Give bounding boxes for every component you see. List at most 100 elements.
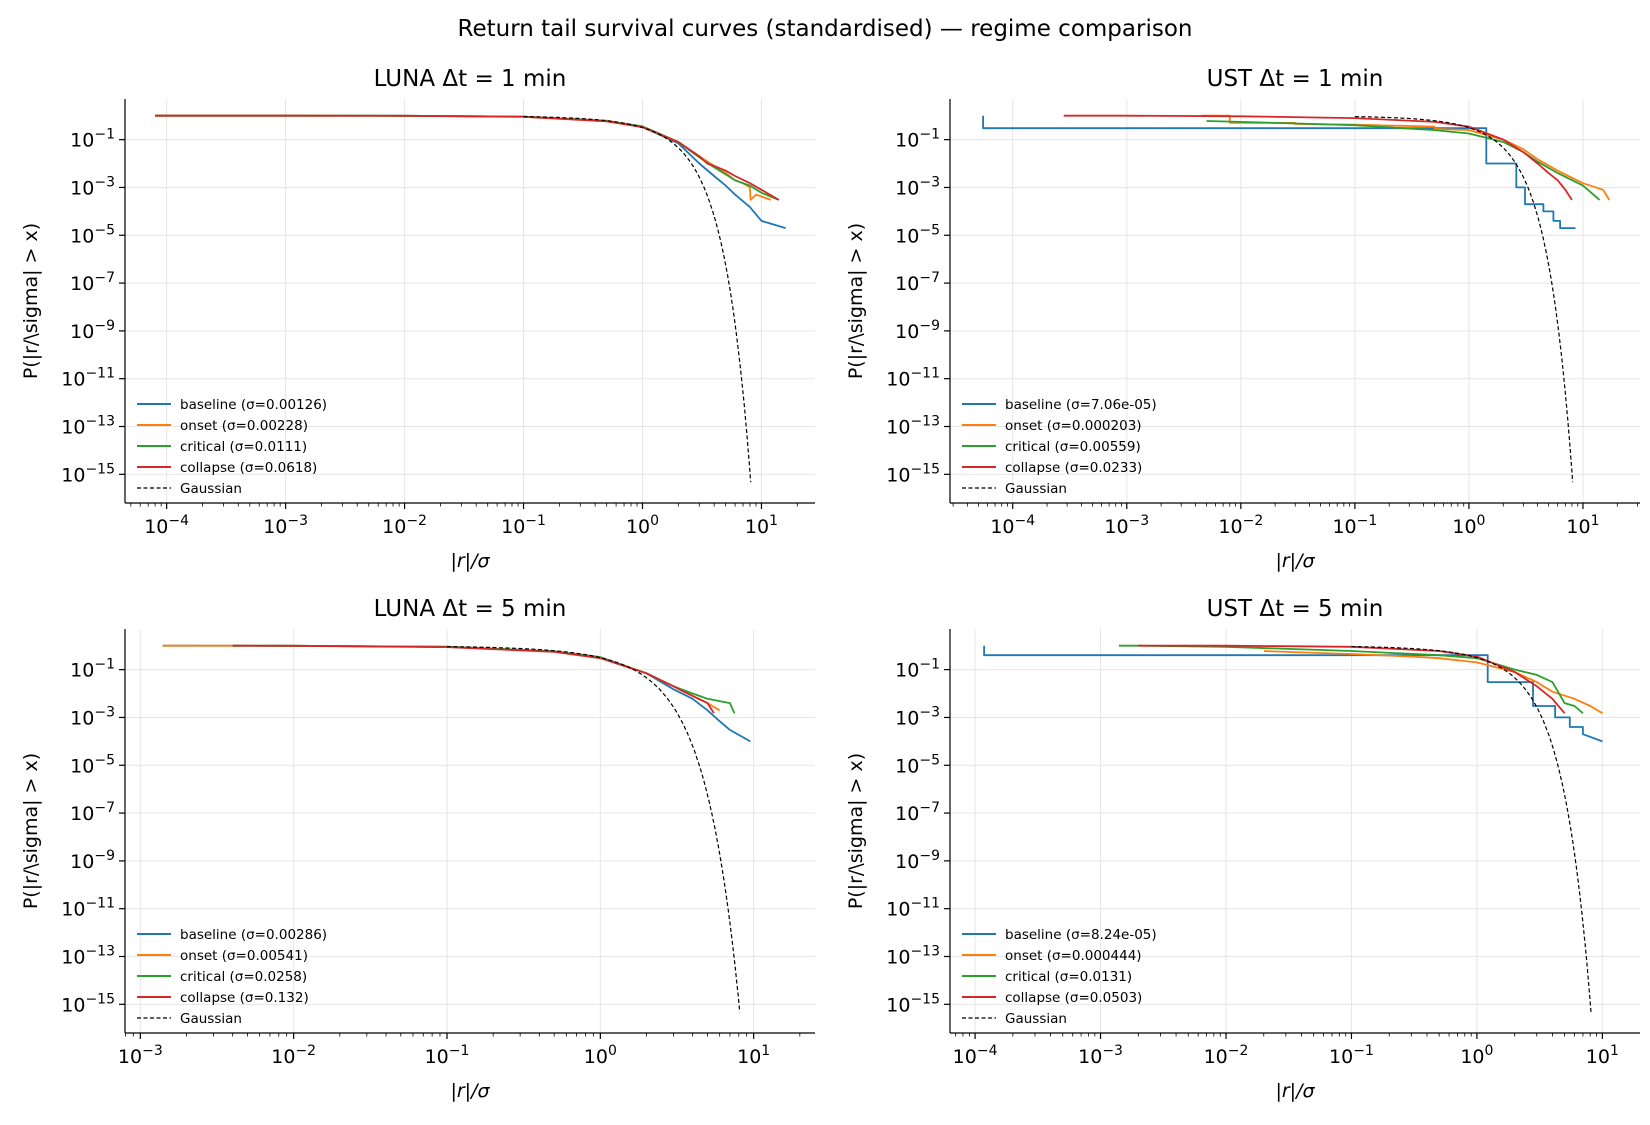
legend: baseline (σ=0.00286) onset (σ=0.00541) cri… (137, 927, 327, 1027)
chart-luna-1min: 10−4 10−3 10−2 10−1 100 101 10−1 10−3 10−5 10−7 10… (20, 66, 815, 572)
y-tick-label: 10−9 (70, 848, 115, 873)
y-tick-label: 10−15 (886, 991, 940, 1016)
y-tick-label: 10−1 (895, 127, 940, 152)
y-tick-label: 10−15 (61, 461, 115, 486)
series-line-collapse (232, 644, 715, 714)
x-tick-label: 10−2 (1218, 513, 1263, 538)
x-tick-label: 10−1 (501, 513, 546, 538)
grid (125, 99, 815, 503)
figure-title: Return tail survival curves (standardise… (457, 16, 1193, 42)
x-tick-label: 10−3 (118, 1043, 163, 1068)
series-line-onset (162, 644, 721, 712)
legend: baseline (σ=8.24e-05) onset (σ=0.000444) c… (962, 927, 1157, 1027)
legend-label-collapse: collapse (σ=0.132) (180, 990, 309, 1006)
legend-label-baseline: baseline (σ=0.00126) (180, 397, 327, 413)
y-tick-label: 10−13 (61, 414, 115, 439)
legend-label-baseline: baseline (σ=7.06e-05) (1005, 397, 1157, 413)
y-tick-label: 10−11 (61, 896, 115, 921)
y-tick-label: 10−3 (895, 174, 940, 199)
legend-label-collapse: collapse (σ=0.0233) (1005, 460, 1142, 476)
y-axis-label: P(|r/\sigma| > x) (20, 753, 42, 909)
series-line-collapse (1063, 114, 1573, 201)
series-lines (983, 644, 1603, 1013)
y-tick-label: 10−1 (895, 657, 940, 682)
x-tick-label: 10−1 (425, 1043, 470, 1068)
series-line-collapse (1138, 644, 1566, 714)
x-tick-label: 101 (1566, 513, 1599, 538)
panel-ust-1min: 10−4 10−3 10−2 10−1 100 101 10−1 10−3 10−5 10−7 10… (825, 55, 1650, 585)
series-line-baseline (155, 114, 786, 229)
y-tick-label: 10−13 (886, 414, 940, 439)
legend-label-onset: onset (σ=0.000203) (1005, 418, 1142, 434)
x-tick-label: 10−1 (1329, 1043, 1374, 1068)
y-tick-label: 10−5 (70, 222, 115, 247)
x-axis-label: |r|/σ (1275, 1080, 1315, 1102)
series-lines (982, 114, 1611, 483)
x-tick-label: 101 (737, 1043, 770, 1068)
legend-label-critical: critical (σ=0.0131) (1005, 969, 1132, 985)
chart-luna-5min: 10−3 10−2 10−1 100 101 10−1 10−3 10−5 10−7 10−9 10… (20, 596, 815, 1102)
y-tick-label: 10−5 (895, 752, 940, 777)
legend-label-collapse: collapse (σ=0.0618) (180, 460, 317, 476)
x-tick-label: 100 (1460, 1043, 1493, 1068)
legend-label-baseline: baseline (σ=0.00286) (180, 927, 327, 943)
x-tick-label: 10−4 (953, 1043, 998, 1068)
x-tick-label: 10−4 (990, 513, 1035, 538)
tick-labels: 10−4 10−3 10−2 10−1 100 101 10−1 10−3 10−5 10−7 10… (886, 657, 1619, 1068)
y-tick-label: 10−13 (886, 944, 940, 969)
x-tick-label: 100 (626, 513, 659, 538)
x-tick-label: 10−4 (144, 513, 189, 538)
grid (125, 629, 815, 1033)
legend-label-critical: critical (σ=0.0258) (180, 969, 307, 985)
y-tick-label: 10−11 (61, 366, 115, 391)
series-line-onset (1263, 650, 1603, 714)
x-tick-label: 100 (1452, 513, 1485, 538)
y-tick-label: 10−11 (886, 896, 940, 921)
legend-label-baseline: baseline (σ=8.24e-05) (1005, 927, 1157, 943)
legend-label-collapse: collapse (σ=0.0503) (1005, 990, 1142, 1006)
series-line-baseline (983, 645, 1603, 743)
gaussian-line (1351, 646, 1592, 1013)
panel-title: LUNA Δt = 1 min (374, 66, 567, 92)
y-tick-label: 10−3 (70, 174, 115, 199)
y-axis-label: P(|r/\sigma| > x) (845, 223, 867, 379)
panel-luna-5min: 10−3 10−2 10−1 100 101 10−1 10−3 10−5 10−7 10−9 10… (0, 585, 825, 1115)
legend-label-onset: onset (σ=0.000444) (1005, 948, 1142, 964)
series-line-collapse (155, 114, 780, 201)
y-tick-label: 10−9 (895, 318, 940, 343)
x-axis-label: |r|/σ (450, 1080, 490, 1102)
y-tick-label: 10−11 (886, 366, 940, 391)
y-tick-label: 10−1 (70, 657, 115, 682)
x-tick-label: 101 (745, 513, 778, 538)
panel-title: UST Δt = 1 min (1207, 66, 1384, 92)
tick-labels: 10−4 10−3 10−2 10−1 100 101 10−1 10−3 10−5 10−7 10… (61, 127, 798, 538)
y-tick-label: 10−7 (895, 270, 940, 295)
grid (950, 629, 1640, 1033)
y-tick-label: 10−1 (70, 127, 115, 152)
x-tick-label: 10−3 (1078, 1043, 1123, 1068)
legend-label-gaussian: Gaussian (1005, 1011, 1067, 1027)
gaussian-line (1354, 116, 1574, 483)
y-tick-label: 10−3 (895, 704, 940, 729)
legend: baseline (σ=7.06e-05) onset (σ=0.000203) c… (962, 397, 1157, 497)
legend-label-critical: critical (σ=0.0111) (180, 439, 307, 455)
y-tick-label: 10−5 (70, 752, 115, 777)
y-tick-label: 10−7 (895, 800, 940, 825)
gaussian-line (446, 646, 741, 1013)
legend-label-gaussian: Gaussian (180, 481, 242, 497)
x-tick-label: 10−1 (1332, 513, 1377, 538)
y-tick-label: 10−15 (61, 991, 115, 1016)
series-line-critical (1206, 120, 1601, 201)
x-tick-label: 10−3 (1104, 513, 1149, 538)
x-axis-label: |r|/σ (1275, 550, 1315, 572)
series-lines (155, 114, 786, 483)
y-tick-label: 10−7 (70, 800, 115, 825)
y-tick-label: 10−5 (895, 222, 940, 247)
x-tick-label: 10−2 (1204, 1043, 1249, 1068)
panel-title: LUNA Δt = 5 min (374, 596, 567, 622)
chart-ust-1min: 10−4 10−3 10−2 10−1 100 101 10−1 10−3 10−5 10−7 10… (845, 66, 1640, 572)
chart-ust-5min: 10−4 10−3 10−2 10−1 100 101 10−1 10−3 10−5 10−7 10… (845, 596, 1640, 1102)
panel-title: UST Δt = 5 min (1207, 596, 1384, 622)
y-tick-label: 10−3 (70, 704, 115, 729)
x-tick-label: 10−3 (263, 513, 308, 538)
